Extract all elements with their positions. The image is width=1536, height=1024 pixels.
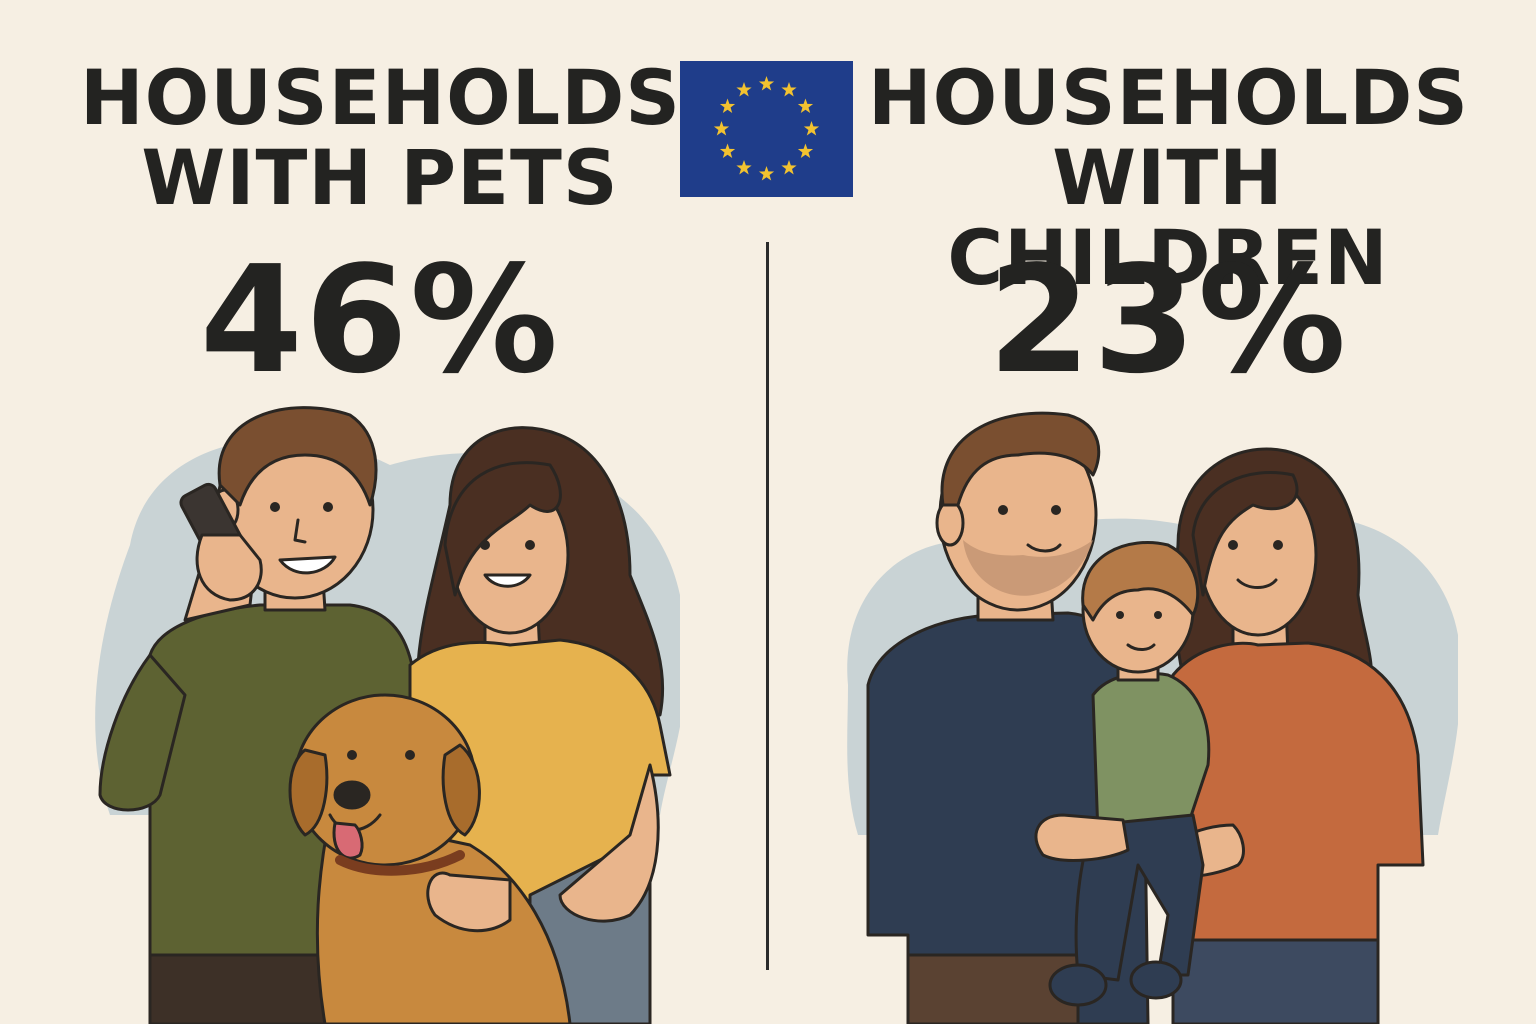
flag-star-icon [781,82,797,97]
flag-star-icon [758,76,775,91]
flag-star-icon [781,159,797,175]
flag-star-icon [713,121,730,136]
flag-star-icon [758,166,775,181]
pets-title: HOUSEHOLDS WITH PETS [80,58,680,218]
pets-title-line1: HOUSEHOLDS [80,53,682,142]
eu-flag-icon [680,61,853,197]
dog-figure [288,693,572,1024]
mother-figure [1156,447,1425,1024]
children-title-line1: HOUSEHOLDS [868,53,1470,142]
couple-with-dog-illustration [95,406,680,1024]
children-title-line2: WITH CHILDREN [947,133,1389,302]
father-figure [866,411,1150,1024]
children-title: HOUSEHOLDS WITH CHILDREN [868,58,1468,298]
flag-star-icon [803,121,820,136]
flag-star-icon [736,159,752,175]
flag-star-icon [719,143,736,158]
child-figure [1034,541,1211,1007]
man-figure [98,406,422,1024]
flag-star-icon [719,98,736,113]
pets-percentage: 46% [199,234,561,406]
center-divider [766,242,769,970]
flag-star-icon [736,82,752,97]
flag-star-icon [797,143,814,158]
pets-title-line2: WITH PETS [141,133,619,222]
family-with-child-illustration [847,411,1458,1024]
children-percentage: 23% [987,234,1349,406]
flag-star-icon [797,98,814,113]
